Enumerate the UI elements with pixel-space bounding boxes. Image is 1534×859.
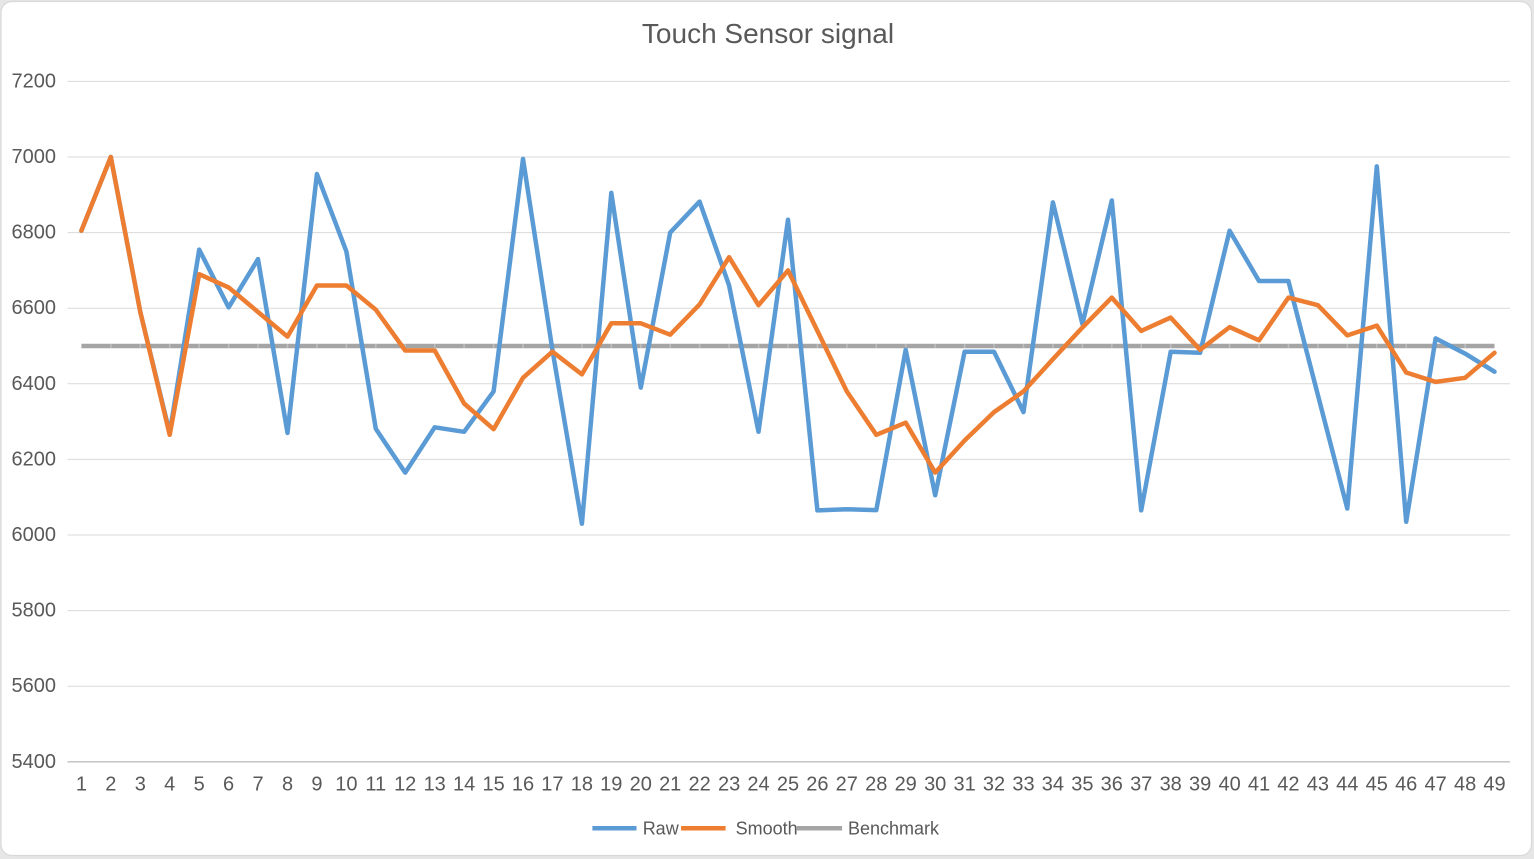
svg-text:4: 4 — [164, 774, 175, 796]
svg-text:Smooth: Smooth — [736, 818, 798, 838]
svg-text:14: 14 — [453, 774, 475, 796]
svg-text:6000: 6000 — [12, 524, 57, 546]
svg-text:45: 45 — [1366, 774, 1388, 796]
svg-text:30: 30 — [924, 774, 946, 796]
svg-text:41: 41 — [1248, 774, 1270, 796]
svg-text:2: 2 — [105, 774, 116, 796]
svg-text:Touch Sensor signal: Touch Sensor signal — [642, 18, 894, 49]
svg-text:16: 16 — [512, 774, 534, 796]
svg-text:8: 8 — [282, 774, 293, 796]
svg-text:18: 18 — [571, 774, 593, 796]
svg-text:10: 10 — [335, 774, 357, 796]
svg-text:7000: 7000 — [12, 146, 57, 168]
svg-text:47: 47 — [1424, 774, 1446, 796]
svg-text:7200: 7200 — [12, 70, 57, 92]
svg-text:Benchmark: Benchmark — [848, 818, 940, 838]
svg-text:44: 44 — [1336, 774, 1358, 796]
svg-text:46: 46 — [1395, 774, 1417, 796]
svg-text:5400: 5400 — [12, 751, 57, 773]
svg-text:33: 33 — [1012, 774, 1034, 796]
svg-text:26: 26 — [806, 774, 828, 796]
svg-text:36: 36 — [1101, 774, 1123, 796]
svg-text:5600: 5600 — [12, 675, 57, 697]
svg-text:9: 9 — [311, 774, 322, 796]
svg-text:6800: 6800 — [12, 222, 57, 244]
svg-text:Raw: Raw — [643, 818, 680, 838]
svg-text:19: 19 — [600, 774, 622, 796]
svg-text:17: 17 — [541, 774, 563, 796]
svg-text:6400: 6400 — [12, 373, 57, 395]
svg-text:27: 27 — [836, 774, 858, 796]
svg-text:34: 34 — [1042, 774, 1064, 796]
svg-text:49: 49 — [1483, 774, 1505, 796]
svg-text:5: 5 — [194, 774, 205, 796]
svg-text:20: 20 — [630, 774, 652, 796]
svg-text:48: 48 — [1454, 774, 1476, 796]
svg-text:25: 25 — [777, 774, 799, 796]
svg-text:3: 3 — [135, 774, 146, 796]
svg-text:43: 43 — [1307, 774, 1329, 796]
svg-text:23: 23 — [718, 774, 740, 796]
svg-text:6600: 6600 — [12, 297, 57, 319]
svg-text:39: 39 — [1189, 774, 1211, 796]
svg-text:42: 42 — [1277, 774, 1299, 796]
svg-text:37: 37 — [1130, 774, 1152, 796]
svg-text:15: 15 — [482, 774, 504, 796]
svg-text:32: 32 — [983, 774, 1005, 796]
svg-text:29: 29 — [895, 774, 917, 796]
svg-text:31: 31 — [953, 774, 975, 796]
svg-text:28: 28 — [865, 774, 887, 796]
svg-text:38: 38 — [1160, 774, 1182, 796]
svg-text:40: 40 — [1218, 774, 1240, 796]
svg-text:1: 1 — [76, 774, 87, 796]
svg-text:11: 11 — [365, 774, 386, 796]
svg-text:35: 35 — [1071, 774, 1093, 796]
svg-text:6200: 6200 — [12, 448, 57, 470]
svg-text:24: 24 — [747, 774, 769, 796]
svg-text:6: 6 — [223, 774, 234, 796]
svg-text:22: 22 — [688, 774, 710, 796]
svg-text:5800: 5800 — [12, 600, 57, 622]
svg-text:12: 12 — [394, 774, 416, 796]
svg-text:7: 7 — [252, 774, 263, 796]
svg-text:21: 21 — [659, 774, 681, 796]
svg-text:13: 13 — [424, 774, 446, 796]
